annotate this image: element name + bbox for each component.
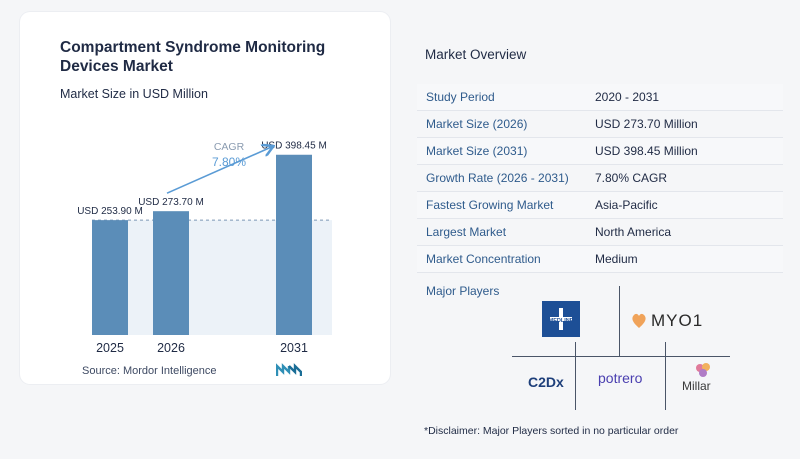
overview-value: USD 273.70 Million [595,117,698,131]
overview-value: 7.80% CAGR [595,171,668,185]
data-label-2025: USD 253.90 M [77,206,143,217]
major-players-title: Major Players [426,284,500,298]
cagr-arrow [166,147,272,194]
disclaimer-text: *Disclaimer: Major Players sorted in no … [424,425,679,437]
market-overview-table: Study Period 2020 - 2031 Market Size (20… [417,84,783,273]
data-label-2031: USD 398.45 M [261,141,327,152]
cagr-value: 7.80% [212,155,246,169]
millar-logo: Millar [682,362,722,408]
overview-value: North America [595,225,672,239]
medline-logo: MEDLINE [542,301,580,337]
cagr-label: CAGR [214,141,245,153]
overview-value: USD 398.45 Million [595,144,698,158]
bar-2026 [153,211,189,335]
overview-row: Growth Rate (2026 - 2031) 7.80% CAGR [417,165,783,192]
x-tick-label-2026: 2026 [157,341,185,355]
chart-title: Compartment Syndrome Monitoring Devices … [60,39,326,75]
overview-value: Medium [595,252,638,266]
market-overview-title: Market Overview [425,47,527,62]
overview-label: Largest Market [426,225,507,239]
myo1-heart-icon [632,313,646,328]
source-text: Source: Mordor Intelligence [82,365,217,377]
potrero-logo: potrero [598,370,643,386]
bar-chart: USD 253.90 M 2025 USD 273.70 M 2026 USD 398.… [77,141,332,355]
grid-divider [575,342,576,410]
overview-value: Asia-Pacific [595,198,658,212]
grid-divider [665,342,666,410]
mordor-logo-icon [276,363,302,376]
overview-label: Study Period [426,90,495,104]
x-tick-label-2025: 2025 [96,341,124,355]
overview-row: Study Period 2020 - 2031 [417,84,783,111]
overview-label: Market Concentration [426,252,541,266]
overview-label: Market Size (2026) [426,117,528,131]
svg-text:MEDLINE: MEDLINE [549,318,574,324]
overview-row: Market Size (2026) USD 273.70 Million [417,111,783,138]
c2dx-logo: C2Dx [528,374,564,390]
overview-value: 2020 - 2031 [595,90,660,104]
chart-subtitle: Market Size in USD Million [60,87,208,101]
overview-row: Market Concentration Medium [417,246,783,273]
data-label-2026: USD 273.70 M [138,197,204,208]
myo1-logo: MYO1 [629,308,709,334]
overview-row: Market Size (2031) USD 398.45 Million [417,138,783,165]
grid-divider [512,356,730,357]
overview-row: Largest Market North America [417,219,783,246]
grid-divider [619,286,620,356]
bar-2031 [276,154,312,335]
overview-label: Market Size (2031) [426,144,528,158]
millar-flower-icon [696,363,710,377]
x-tick-label-2031: 2031 [280,341,308,355]
medline-star-icon: MEDLINE [549,308,574,330]
overview-row: Fastest Growing Market Asia-Pacific [417,192,783,219]
overview-label: Growth Rate (2026 - 2031) [426,171,569,185]
overview-label: Fastest Growing Market [426,198,554,212]
major-players-grid: MEDLINE MYO1 C2Dx potrero Millar [512,286,732,410]
bar-2025 [92,220,128,335]
